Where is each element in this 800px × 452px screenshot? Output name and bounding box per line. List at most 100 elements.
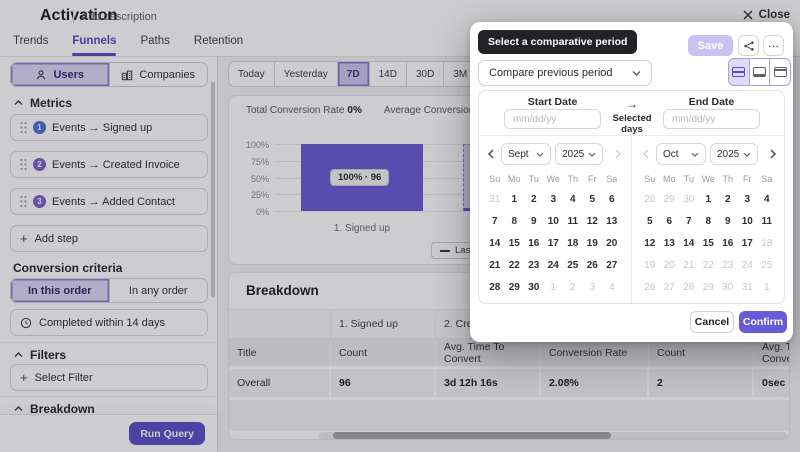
calendar-day[interactable]: 11 <box>761 215 773 227</box>
calendar-day[interactable]: 30 <box>528 281 540 293</box>
calendar-day[interactable]: 10 <box>741 215 753 227</box>
metrics-section-header[interactable]: Metrics <box>14 96 72 110</box>
calendar-day[interactable]: 10 <box>547 215 559 227</box>
month-select[interactable]: Oct <box>656 143 706 165</box>
add-step-button[interactable]: + Add step <box>10 225 208 252</box>
prev-month-button[interactable] <box>642 148 650 160</box>
calendar-day[interactable]: 5 <box>646 215 653 227</box>
calendar-day[interactable]: 1 <box>511 193 518 205</box>
column-header[interactable]: Avg. Time To Convert <box>754 339 789 366</box>
calendar-day[interactable]: 8 <box>511 215 518 227</box>
tab-trends[interactable]: Trends <box>13 35 49 47</box>
tab-paths[interactable]: Paths <box>140 35 170 47</box>
calendar-day[interactable]: 29 <box>508 281 520 293</box>
calendar-day[interactable]: 6 <box>608 193 615 205</box>
funnel-step[interactable]: 2 Events → Created Invoice <box>10 151 208 178</box>
calendar-day[interactable]: 16 <box>528 237 540 249</box>
tab-retention[interactable]: Retention <box>193 35 244 47</box>
calendar-day[interactable]: 19 <box>586 237 598 249</box>
calendar-day[interactable]: 3 <box>744 193 751 205</box>
calendar-day[interactable]: 6 <box>666 215 673 227</box>
close-button[interactable]: Close <box>743 9 790 21</box>
calendar-day[interactable]: 24 <box>547 259 559 271</box>
tab-funnels[interactable]: Funnels <box>72 35 117 56</box>
range-today[interactable]: Today <box>228 61 275 87</box>
calendar-day[interactable]: 13 <box>663 237 675 249</box>
table-scrollbar[interactable] <box>319 432 787 439</box>
calendar-day[interactable]: 7 <box>491 215 498 227</box>
drag-handle-icon[interactable] <box>20 158 27 171</box>
calendar-day[interactable]: 5 <box>589 193 596 205</box>
calendar-day[interactable]: 17 <box>547 237 559 249</box>
calendar-day[interactable]: 7 <box>685 215 692 227</box>
calendar-day[interactable]: 4 <box>763 193 770 205</box>
calendar-day[interactable]: 12 <box>644 237 656 249</box>
calendar-day[interactable]: 21 <box>489 259 501 271</box>
column-header[interactable]: Count <box>331 339 436 366</box>
calendar-day[interactable]: 28 <box>489 281 501 293</box>
calendar-day[interactable]: 2 <box>530 193 537 205</box>
layout-top-option[interactable] <box>769 59 790 85</box>
entity-tab-companies[interactable]: Companies <box>108 63 207 86</box>
calendar-day[interactable]: 14 <box>683 237 695 249</box>
table-scrollbar-thumb[interactable] <box>333 432 611 439</box>
range-yesterday[interactable]: Yesterday <box>274 61 338 87</box>
order-in-this-order[interactable]: In this order <box>11 279 109 302</box>
layout-bottom-option[interactable] <box>748 59 770 85</box>
next-month-button[interactable] <box>769 148 777 160</box>
prev-month-button[interactable] <box>487 148 495 160</box>
calendar-day[interactable]: 1 <box>705 193 712 205</box>
layout-split-option[interactable] <box>729 59 749 85</box>
calendar-day[interactable]: 25 <box>567 259 579 271</box>
calendar-day[interactable]: 4 <box>569 193 576 205</box>
drag-handle-icon[interactable] <box>20 121 27 134</box>
compare-period-dropdown[interactable]: Compare previous period <box>478 60 652 86</box>
calendar-day[interactable]: 18 <box>567 237 579 249</box>
calendar-day[interactable]: 17 <box>741 237 753 249</box>
column-header[interactable]: Title <box>229 339 331 366</box>
calendar-day[interactable]: 14 <box>489 237 501 249</box>
calendar-day[interactable]: 8 <box>705 215 712 227</box>
calendar-day[interactable]: 11 <box>567 215 579 227</box>
select-filter-button[interactable]: + Select Filter <box>10 364 208 391</box>
calendar-day[interactable]: 23 <box>528 259 540 271</box>
next-month-button[interactable] <box>614 148 622 160</box>
more-options-button[interactable]: … <box>763 35 784 56</box>
conversion-window-button[interactable]: Completed within 14 days <box>10 309 208 336</box>
funnel-step[interactable]: 1 Events → Signed up <box>10 114 208 141</box>
add-description-button[interactable]: Add description <box>81 11 157 23</box>
entity-tab-users[interactable]: Users <box>11 63 109 86</box>
column-header[interactable]: Avg. Time To Convert <box>436 339 541 366</box>
calendar-day[interactable]: 20 <box>606 237 618 249</box>
share-button[interactable] <box>738 35 759 56</box>
start-date-input[interactable] <box>504 109 601 129</box>
calendar-day[interactable]: 9 <box>724 215 731 227</box>
calendar-day[interactable]: 15 <box>508 237 520 249</box>
cancel-button[interactable]: Cancel <box>690 311 734 333</box>
calendar-day[interactable]: 27 <box>606 259 618 271</box>
column-header[interactable]: Conversion Rate <box>541 339 649 366</box>
calendar-day[interactable]: 3 <box>550 193 557 205</box>
calendar-day[interactable]: 13 <box>606 215 618 227</box>
calendar-day[interactable]: 12 <box>586 215 598 227</box>
confirm-button[interactable]: Confirm <box>739 311 787 333</box>
calendar-day[interactable]: 22 <box>508 259 520 271</box>
sidebar-scrollbar[interactable] <box>211 82 215 297</box>
column-header[interactable]: Count <box>649 339 754 366</box>
breakdown-section-header[interactable]: Breakdown <box>14 402 95 416</box>
year-select[interactable]: 2025 <box>710 143 758 165</box>
filters-section-header[interactable]: Filters <box>14 348 66 362</box>
year-select[interactable]: 2025 <box>555 143 603 165</box>
calendar-day[interactable]: 26 <box>586 259 598 271</box>
month-select[interactable]: Sept <box>501 143 551 165</box>
range-7d[interactable]: 7D <box>337 61 370 87</box>
range-14d[interactable]: 14D <box>369 61 407 87</box>
calendar-day[interactable]: 15 <box>702 237 714 249</box>
drag-handle-icon[interactable] <box>20 195 27 208</box>
calendar-day[interactable]: 16 <box>722 237 734 249</box>
save-button[interactable]: Save <box>688 35 733 56</box>
calendar-day[interactable]: 9 <box>530 215 537 227</box>
funnel-step[interactable]: 3 Events → Added Contact <box>10 188 208 215</box>
run-query-button[interactable]: Run Query <box>129 422 205 445</box>
range-30d[interactable]: 30D <box>406 61 445 87</box>
